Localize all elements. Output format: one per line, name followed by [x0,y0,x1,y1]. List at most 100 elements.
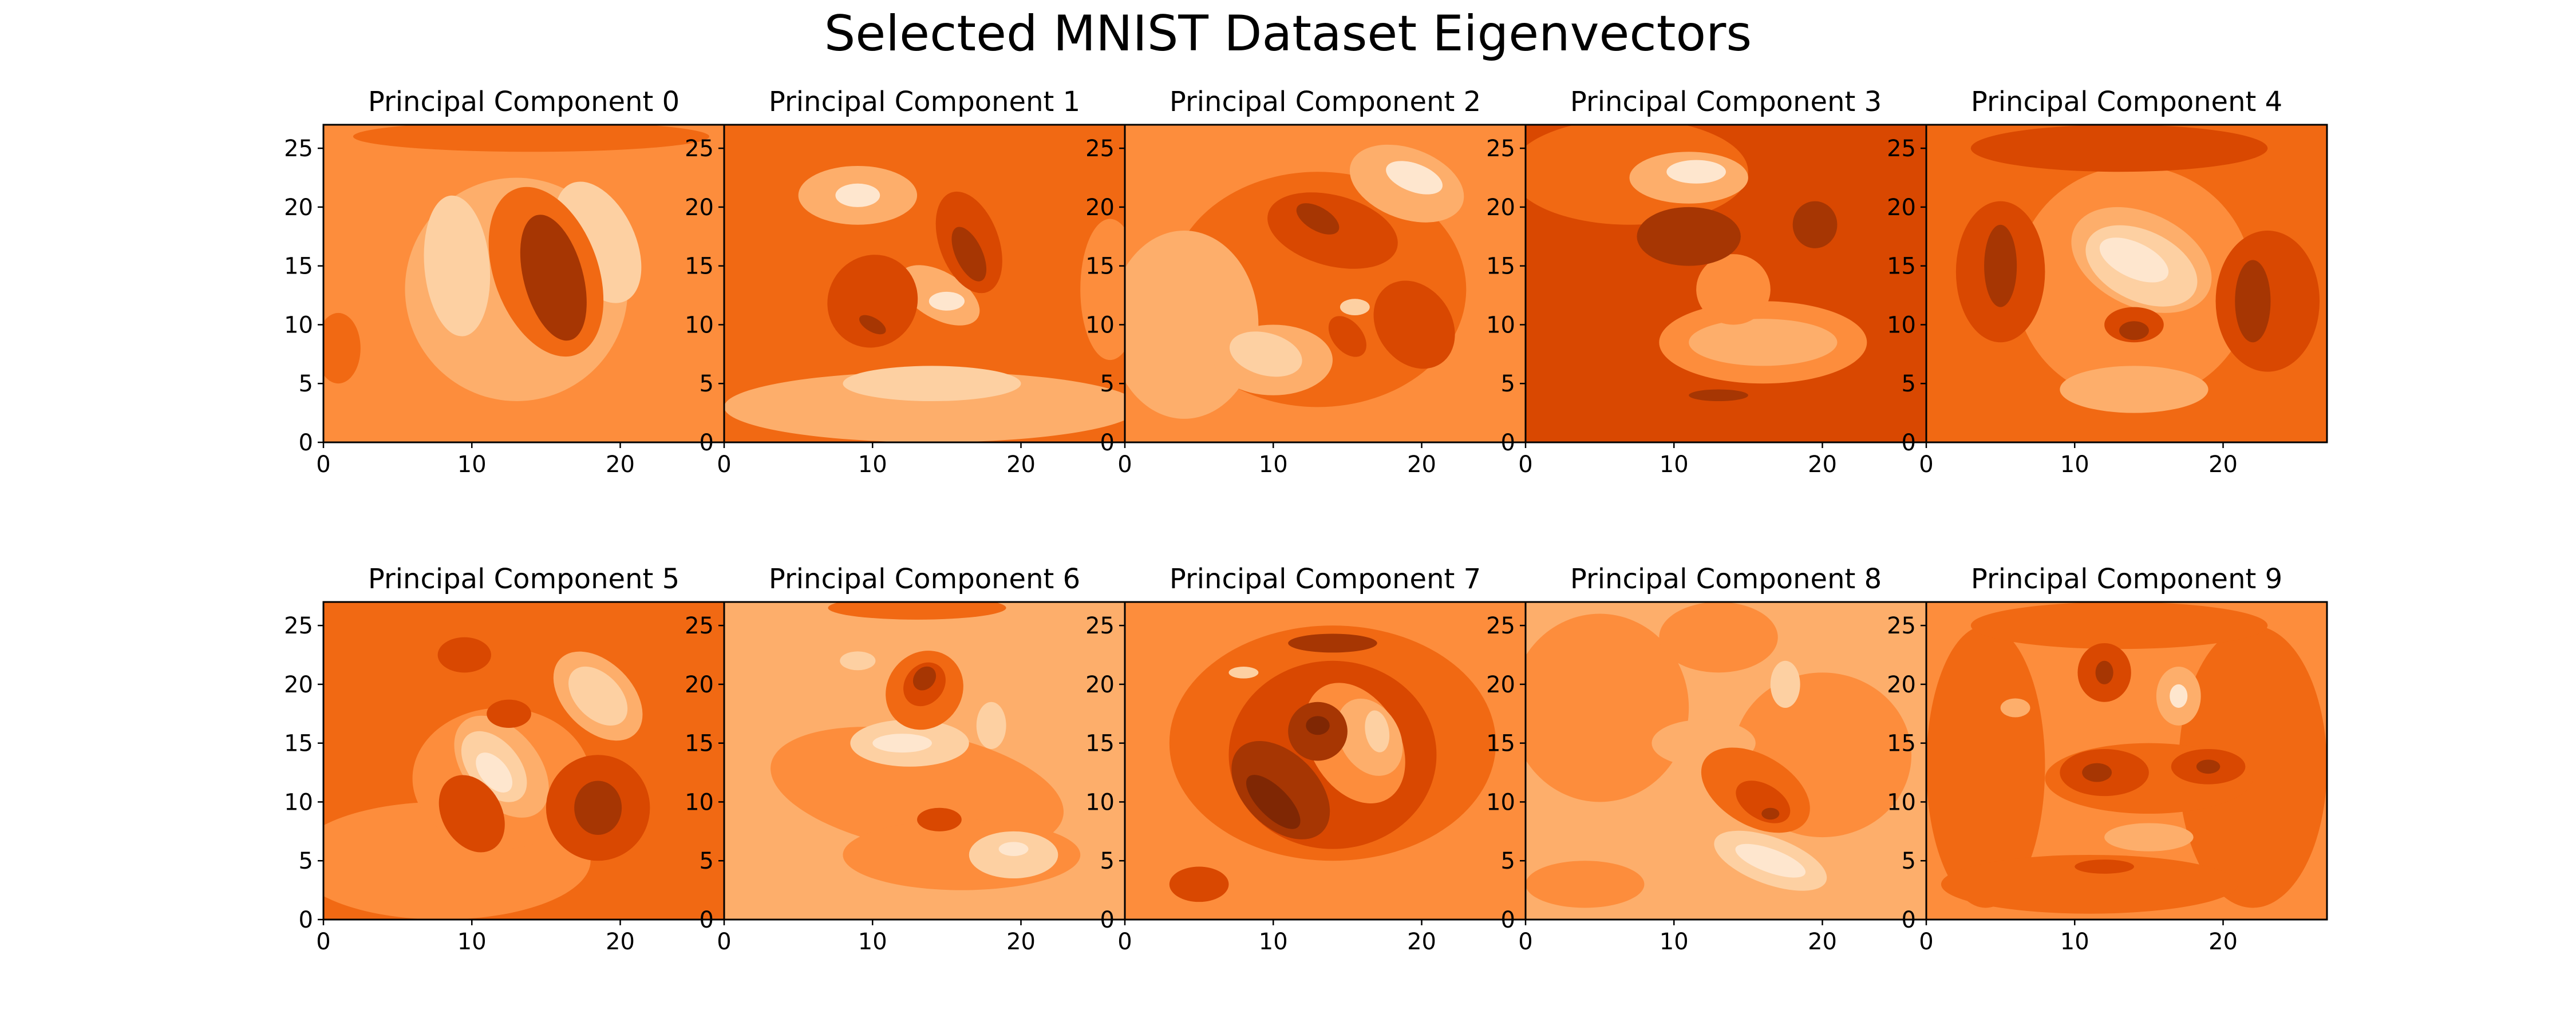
y-tick-label: 25 [1085,613,1115,639]
contour-region-5 [998,842,1029,856]
contour-region-10 [1169,866,1229,902]
x-tick-label: 10 [1660,451,1689,478]
contour-region-5 [929,291,965,311]
contour-region-10 [487,699,531,728]
contour-region-8 [1373,280,1455,369]
y-tick-label: 5 [700,848,714,874]
x-tick-label: 10 [858,451,887,478]
x-tick-label: 0 [316,929,330,955]
x-tick-label: 0 [1117,451,1132,478]
contour-region-6 [2119,321,2149,340]
y-tick-label: 5 [1501,848,1515,874]
subplot-8: Principal Component 8 0 10 20 0 5 10 15 20 25 [1486,563,1927,955]
y-tick-label: 0 [700,907,714,933]
contour-region-9 [951,227,987,282]
x-tick-label: 10 [1259,451,1288,478]
contour-region-8 [2196,759,2221,774]
subplot-title: Principal Component 7 [1170,563,1481,595]
y-tick-label: 10 [1085,312,1115,338]
contour-area [724,125,1125,442]
subplot-5: Principal Component 5 0 10 20 0 5 10 15 20 25 [284,563,725,955]
contour-region-2 [1666,160,1726,184]
contour-region-8 [574,781,622,835]
contour-region-6 [840,651,876,671]
y-tick-label: 20 [1486,195,1515,221]
y-tick-label: 15 [284,253,313,280]
y-tick-label: 10 [1085,789,1115,815]
contour-region-0 [1926,625,2045,908]
contour-region-7 [976,702,1006,749]
contour-region-7 [1761,807,1780,820]
contour-area [1125,125,1526,442]
y-tick-label: 0 [1501,430,1515,456]
contour-region-11 [1970,125,2268,172]
contour-region-0 [724,371,1125,442]
contour-region-11 [437,637,491,673]
subplot-title: Principal Component 1 [769,86,1080,118]
contour-region-12 [828,602,1006,620]
subplot-grid: Principal Component 00 10 200510152025Prin… [284,86,2328,955]
contour-region-1 [843,366,1021,402]
x-tick-label: 20 [1407,451,1436,478]
contour-region-10 [2095,660,2113,684]
contour-region-5 [353,125,709,152]
subplot-6: Principal Component 6 0 10 20 0 5 10 15 20 25 [685,563,1126,955]
contour-region-2 [1970,602,2268,649]
subplot-title: Principal Component 6 [769,563,1080,595]
y-tick-label: 20 [1887,195,1916,221]
contour-region-6 [323,312,361,384]
contour-region-9 [438,775,505,853]
contour-region-4 [520,215,587,341]
contour-region-9 [1288,633,1377,653]
y-tick-label: 25 [685,613,714,639]
contour-region-10 [2235,260,2271,343]
figure-title: Selected MNIST Dataset Eigenvectors [824,5,1752,62]
y-tick-label: 5 [700,371,714,397]
y-tick-label: 5 [1100,848,1115,874]
y-tick-label: 5 [299,371,313,397]
y-tick-label: 10 [685,312,714,338]
y-tick-label: 5 [1100,371,1115,397]
axes-frame [1925,124,2328,443]
contour-region-5 [1696,254,1771,325]
y-tick-label: 25 [284,136,313,162]
contour-region-3 [1941,854,2238,914]
contour-region-3 [835,183,880,207]
contour-region-4 [1689,319,1838,366]
x-tick-label: 20 [2208,451,2238,478]
subplot-title: Principal Component 9 [1971,563,2282,595]
axes-frame [1925,601,2328,921]
y-tick-label: 0 [1902,907,1916,933]
contour-area [1125,602,1526,920]
y-tick-label: 10 [1486,789,1515,815]
y-tick-label: 0 [700,430,714,456]
y-tick-label: 0 [1100,430,1115,456]
x-tick-label: 20 [1808,929,1837,955]
y-tick-label: 20 [284,195,313,221]
subplot-2: Principal Component 2 0 10 20 0 5 10 15 20 25 [1085,86,1527,478]
x-tick-label: 0 [717,451,731,478]
contour-region-1 [2178,625,2327,908]
contour-region-2 [1659,602,1778,673]
contour-area [1526,125,1926,442]
contour-region-8 [1306,716,1330,735]
contour-region-14 [2075,859,2134,874]
y-tick-label: 5 [1501,371,1515,397]
contour-region-9 [1328,316,1366,357]
y-tick-label: 20 [685,195,714,221]
subplot-title: Principal Component 5 [368,563,679,595]
y-tick-label: 10 [1887,789,1916,815]
y-tick-label: 10 [685,789,714,815]
y-tick-label: 20 [284,672,313,698]
y-tick-label: 20 [1085,672,1115,698]
y-tick-label: 15 [1085,253,1115,280]
y-tick-label: 5 [299,848,313,874]
subplot-1: Principal Component 1 0 10 20 0 5 10 15 20 25 [685,86,1126,478]
contour-area [1926,602,2327,920]
contour-area [323,602,724,920]
y-tick-label: 0 [299,907,313,933]
x-tick-label: 0 [1518,451,1532,478]
y-tick-label: 10 [284,789,313,815]
x-tick-label: 20 [606,929,635,955]
